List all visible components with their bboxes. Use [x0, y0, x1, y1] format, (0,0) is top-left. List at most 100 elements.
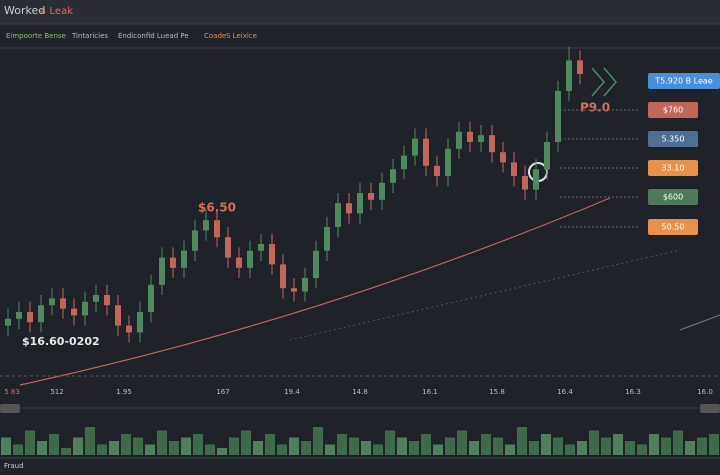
volume-bar — [529, 441, 539, 455]
candle-body — [335, 203, 341, 227]
volume-bar — [313, 427, 323, 455]
candle-body — [324, 227, 330, 251]
x-tick-label: 14.8 — [352, 388, 368, 396]
x-tick-label: 5 83 — [4, 388, 20, 396]
candle-body — [500, 152, 506, 163]
candle-body — [49, 298, 55, 306]
price-label: $760 — [663, 106, 683, 115]
volume-bar — [601, 437, 611, 455]
candle-body — [368, 193, 374, 200]
price-label-box — [648, 73, 720, 89]
candle-body — [577, 60, 583, 74]
volume-bar — [121, 434, 131, 455]
candle-body — [434, 165, 440, 176]
candle-body — [225, 237, 231, 258]
app-title: Worked — [4, 4, 45, 17]
candle-body — [247, 250, 253, 268]
volume-bar — [373, 444, 383, 455]
volume-bar — [1, 437, 11, 455]
x-tick-label: 512 — [50, 388, 63, 396]
volume-bar — [433, 444, 443, 455]
volume-bar — [409, 441, 419, 455]
volume-bar — [109, 441, 119, 455]
badge: 4 Leak — [40, 6, 73, 17]
candle-body — [60, 298, 66, 309]
candle-body — [555, 91, 561, 142]
footer-text: Fraud — [4, 462, 24, 470]
volume-bar — [553, 437, 563, 455]
price-label: 50.50 — [662, 223, 685, 232]
candle-body — [16, 312, 22, 319]
volume-bar — [193, 434, 203, 455]
candle-body — [445, 148, 451, 176]
candle-body — [401, 155, 407, 170]
candle-body — [566, 60, 572, 91]
volume-bar — [25, 430, 35, 455]
candle-body — [148, 284, 154, 312]
volume-bar — [661, 437, 671, 455]
x-tick-label: 16.4 — [557, 388, 573, 396]
candle-body — [379, 182, 385, 200]
toolbar-item: Tintaricies — [71, 32, 108, 40]
candle-body — [71, 308, 77, 316]
x-tick-label: 16.1 — [422, 388, 438, 396]
candle-body — [236, 257, 242, 268]
x-tick-label: 15.8 — [489, 388, 505, 396]
x-tick-label: 1.95 — [116, 388, 132, 396]
volume-bar — [301, 441, 311, 455]
price-label-box — [648, 219, 698, 235]
volume-bar — [493, 437, 503, 455]
volume-bar — [37, 441, 47, 455]
volume-bar — [145, 444, 155, 455]
candle-body — [115, 305, 121, 326]
annotation: P9.0 — [580, 101, 610, 115]
volume-bar — [589, 430, 599, 455]
candle-body — [291, 288, 297, 292]
candle-body — [390, 169, 396, 183]
volume-bar — [337, 434, 347, 455]
volume-bar — [697, 437, 707, 455]
price-label-box — [648, 160, 698, 176]
x-tick-label: 19.4 — [284, 388, 300, 396]
volume-bar — [265, 434, 275, 455]
candle-body — [478, 135, 484, 142]
pattern-marker — [591, 67, 617, 97]
toolbar-item: Eimpoorte Bense — [6, 32, 66, 40]
price-label: 33.10 — [662, 164, 685, 173]
candle-body — [104, 295, 110, 306]
annotation: $16.60-0202 — [22, 335, 100, 348]
volume-bar — [61, 448, 71, 455]
volume-bar — [517, 427, 527, 455]
candle-body — [258, 244, 264, 251]
trend-line — [19, 197, 611, 386]
price-label: $600 — [663, 193, 683, 202]
volume-bar — [361, 441, 371, 455]
candle-body — [412, 138, 418, 156]
price-label: T5.920 B Leae — [654, 77, 713, 86]
annotation: $6.50 — [198, 201, 236, 215]
candle-body — [38, 305, 44, 323]
candle-body — [346, 203, 352, 214]
candle-body — [313, 250, 319, 278]
volume-bar — [181, 437, 191, 455]
volume-bar — [205, 444, 215, 455]
toolbar-item: Endiconfid Luead Pe — [118, 32, 189, 40]
volume-bar — [481, 434, 491, 455]
toolbar-item: S Leixice — [226, 32, 257, 40]
scale-badge — [700, 404, 720, 413]
price-label-box — [648, 131, 698, 147]
volume-bar — [565, 444, 575, 455]
candle-body — [5, 318, 11, 326]
volume-bar — [445, 437, 455, 455]
volume-bar — [229, 437, 239, 455]
volume-bar — [397, 437, 407, 455]
candle-body — [137, 312, 143, 333]
volume-bar — [97, 444, 107, 455]
candle-body — [533, 169, 539, 190]
volume-bar — [637, 444, 647, 455]
candle-body — [181, 250, 187, 268]
volume-bar — [85, 427, 95, 455]
volume-bar — [649, 434, 659, 455]
x-tick-label: 167 — [216, 388, 229, 396]
